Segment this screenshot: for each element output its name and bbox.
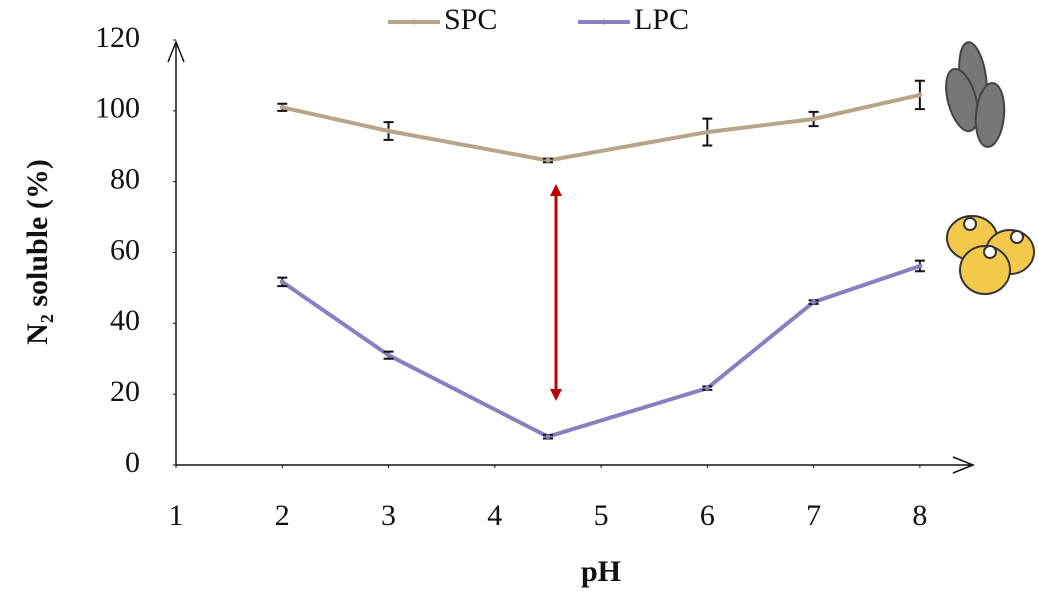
y-tick-label: 0 [125,446,140,479]
y-tick-label: 40 [110,304,140,337]
y-tick-label: 20 [110,375,140,408]
x-tick-label: 7 [806,499,821,532]
y-tick-label: 100 [95,92,140,125]
x-tick-label: 8 [912,499,927,532]
y-tick-label: 80 [110,163,140,196]
point [279,104,285,110]
point [386,352,392,358]
point [279,279,285,285]
x-tick-label: 1 [169,499,184,532]
point [545,434,551,440]
x-tick-label: 4 [487,499,502,532]
point [704,129,710,135]
point [386,128,392,134]
series-line [281,264,921,439]
y-tick-label: 60 [110,233,140,266]
legend-marker [601,19,607,25]
x-axis [176,456,976,474]
legend-label: SPC [444,3,497,36]
y-tick-label: 120 [95,21,140,54]
legend-marker [411,19,417,25]
point [811,116,817,122]
point [704,385,710,391]
point [545,157,551,163]
y-axis [167,39,185,465]
legend-label: LPC [634,3,689,36]
point [917,92,923,98]
y-axis-label: N₂ soluble (%) [21,159,54,345]
series-line [281,92,921,163]
point [917,263,923,269]
x-tick-label: 2 [275,499,290,532]
point [811,299,817,305]
x-axis-label: pH [581,555,621,588]
x-tick-label: 3 [381,499,396,532]
x-tick-label: 6 [700,499,715,532]
x-tick-label: 5 [594,499,609,532]
sunflower-seed-icon [945,41,1006,148]
lupin-seed-icon [946,215,1035,295]
